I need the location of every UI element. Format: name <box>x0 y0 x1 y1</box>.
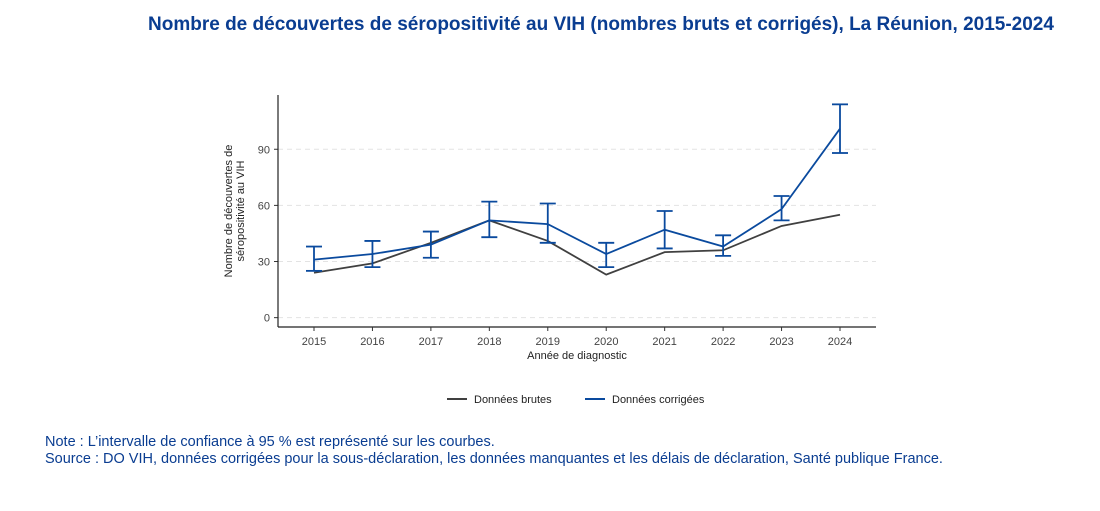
x-tick-label: 2018 <box>477 336 501 348</box>
x-tick-label: 2021 <box>652 336 676 348</box>
x-axis-label: Année de diagnostic <box>527 350 627 362</box>
source-text: Source : DO VIH, données corrigées pour … <box>45 451 943 467</box>
series-line-corrigees <box>313 128 841 261</box>
y-tick-label: 0 <box>264 313 270 325</box>
y-tick-label: 30 <box>258 257 270 269</box>
legend-label: Données brutes <box>474 394 552 406</box>
y-tick-label: 60 <box>258 200 270 212</box>
x-tick-label: 2020 <box>594 336 618 348</box>
series-line-brutes <box>313 213 841 276</box>
note-text: Note : L’intervalle de confiance à 95 % … <box>45 434 495 450</box>
x-tick-label: 2015 <box>302 336 326 348</box>
x-tick-label: 2019 <box>536 336 560 348</box>
y-tick-label: 90 <box>258 144 270 156</box>
y-axis-label: Nombre de découvertes deséropositivité a… <box>223 145 247 278</box>
legend-label: Données corrigées <box>612 394 705 406</box>
chart-notes: Note : L’intervalle de confiance à 95 % … <box>45 434 1045 468</box>
x-tick-label: 2017 <box>419 336 443 348</box>
x-tick-label: 2023 <box>769 336 793 348</box>
x-tick-label: 2022 <box>711 336 735 348</box>
x-tick-label: 2024 <box>828 336 852 348</box>
x-tick-label: 2016 <box>360 336 384 348</box>
chart-title: Nombre de découvertes de séropositivité … <box>148 14 1054 35</box>
